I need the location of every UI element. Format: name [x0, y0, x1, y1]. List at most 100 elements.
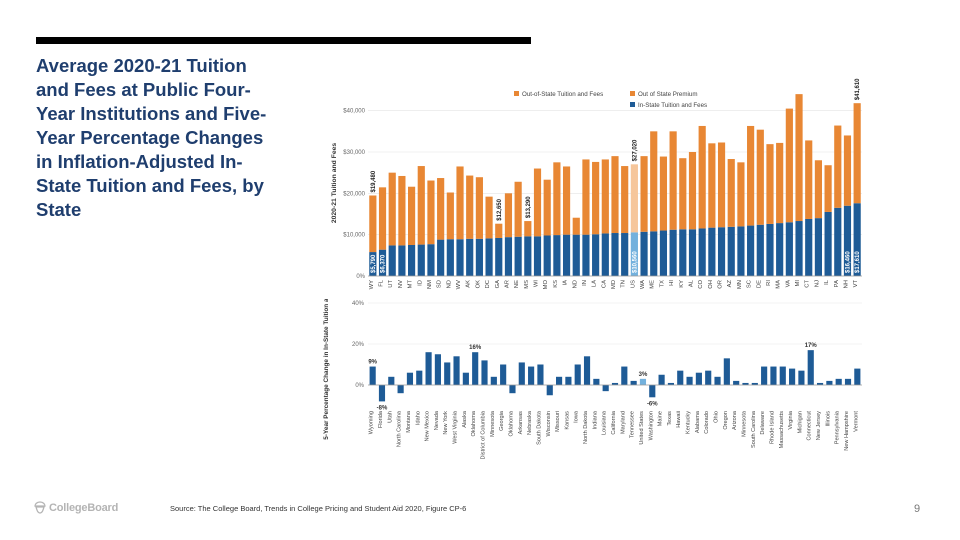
- x-tick-label: Massachusetts: [779, 411, 785, 449]
- bar-instate: [485, 238, 493, 276]
- bar-pct-change: [444, 362, 451, 385]
- bar-pct-change: [714, 376, 721, 385]
- x-tick-label: New Hampshire: [844, 411, 850, 451]
- bar-pct-change: [565, 376, 572, 385]
- x-tick-label: Hawaii: [676, 411, 682, 428]
- x-tick-label: MS: [524, 280, 530, 289]
- logo-text: CollegeBoard: [49, 501, 119, 514]
- bar-pct-change: [667, 382, 675, 385]
- data-label: $5,790: [371, 254, 377, 273]
- x-tick-label: AK: [466, 280, 472, 288]
- bar-pct-change: [826, 380, 833, 385]
- bar-premium: [524, 221, 532, 237]
- bar-pct-change: [621, 366, 628, 385]
- bar-premium: [514, 181, 522, 237]
- bar-instate: [766, 223, 774, 276]
- x-tick-label: AL: [688, 279, 694, 287]
- bar-instate: [688, 229, 697, 276]
- bar-pct-change: [378, 385, 386, 402]
- bar-premium: [495, 223, 503, 238]
- x-tick-label: NH: [843, 280, 849, 288]
- bar-pct-change: [630, 380, 637, 385]
- data-label: $6,370: [381, 254, 387, 273]
- x-tick-label: Oklahoma: [471, 410, 477, 436]
- x-tick-label: Oregon: [723, 411, 729, 430]
- x-tick-label: South Dakota: [536, 410, 542, 445]
- bar-premium: [562, 166, 571, 235]
- x-tick-label: Delaware: [760, 411, 766, 435]
- page-number: 9: [914, 503, 921, 515]
- bar-premium: [630, 164, 638, 233]
- x-tick-label: Wisconsin: [546, 411, 552, 437]
- bar-premium: [814, 160, 822, 219]
- x-tick-label: MN: [737, 280, 743, 289]
- x-tick-label: MO: [543, 280, 549, 290]
- bar-premium: [766, 144, 774, 224]
- bar-premium: [437, 178, 445, 240]
- bar-instate: [795, 221, 803, 276]
- x-tick-label: Pennsylvania: [835, 410, 841, 444]
- bar-premium: [776, 142, 784, 224]
- data-label: 17%: [805, 343, 818, 349]
- bar-instate: [456, 239, 464, 276]
- bar-premium: [717, 142, 726, 228]
- bar-premium: [398, 175, 406, 246]
- bar-premium: [456, 166, 464, 240]
- bar-premium: [756, 129, 764, 225]
- x-tick-label: CT: [805, 280, 811, 288]
- bar-pct-change: [528, 366, 535, 385]
- x-tick-label: ND: [572, 280, 578, 288]
- y-tick-label: 20%: [352, 342, 365, 348]
- bar-pct-change: [593, 378, 600, 385]
- bar-pct-change: [509, 385, 516, 394]
- data-label: 16%: [469, 345, 482, 351]
- bar-premium: [582, 159, 590, 235]
- data-label: -6%: [647, 401, 658, 407]
- bar-premium: [834, 125, 842, 208]
- bar-premium: [475, 177, 483, 239]
- bar-instate: [378, 249, 387, 276]
- bar-pct-change: [518, 362, 525, 385]
- bar-instate: [785, 222, 793, 276]
- bar-pct-change: [779, 366, 786, 385]
- bar-premium: [378, 187, 387, 250]
- x-tick-label: Montana: [406, 410, 412, 433]
- bar-pct-change: [490, 376, 497, 385]
- bar-instate: [437, 239, 445, 276]
- x-tick-label: ND: [446, 280, 452, 288]
- bar-instate: [708, 227, 716, 276]
- y-axis-title: 2020-21 Tuition and Fees: [331, 143, 338, 224]
- bar-premium: [504, 193, 513, 238]
- x-tick-label: DC: [485, 280, 491, 288]
- bar-pct-change: [789, 368, 796, 385]
- bar-instate: [504, 237, 513, 276]
- bar-pct-change: [537, 364, 544, 385]
- x-tick-label: MD: [611, 280, 617, 289]
- bar-instate: [805, 218, 813, 276]
- bar-premium: [543, 179, 551, 236]
- x-tick-label: New Mexico: [425, 411, 431, 441]
- bar-premium: [388, 172, 396, 246]
- bar-premium: [417, 166, 425, 245]
- bar-pct-change: [425, 352, 432, 385]
- data-label: $17,610: [855, 251, 861, 273]
- bar-instate: [562, 234, 571, 276]
- data-label: $19,480: [371, 170, 377, 192]
- bar-premium: [408, 186, 416, 245]
- x-tick-label: CO: [698, 280, 704, 289]
- x-tick-label: Vermont: [853, 411, 859, 432]
- bar-premium: [708, 143, 716, 228]
- bar-pct-change: [397, 385, 404, 394]
- bar-instate: [495, 237, 503, 276]
- bar-instate: [572, 234, 580, 276]
- x-tick-label: Minnesota: [490, 410, 496, 437]
- bar-pct-change: [462, 372, 469, 385]
- x-tick-label: Tennessee: [630, 411, 636, 438]
- bar-instate: [679, 229, 687, 276]
- x-tick-label: Oklahoma: [508, 410, 514, 436]
- x-tick-label: United States: [639, 411, 645, 445]
- bar-instate: [398, 245, 406, 276]
- bar-premium: [553, 162, 561, 236]
- x-tick-label: Utah: [387, 411, 393, 423]
- bar-instate: [814, 218, 822, 276]
